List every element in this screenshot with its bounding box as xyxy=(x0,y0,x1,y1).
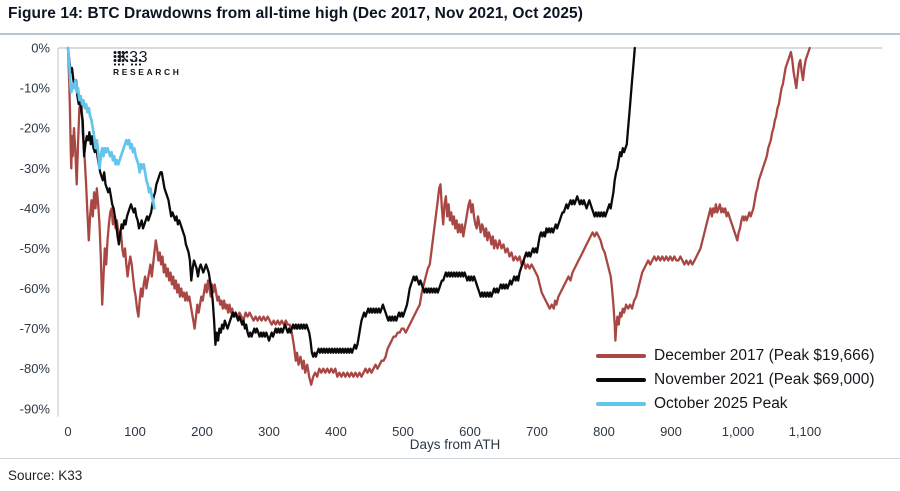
k33-research-logo: K33 RESEARCH xyxy=(113,50,182,78)
legend-label: November 2021 (Peak $69,000) xyxy=(654,371,875,388)
drawdown-chart: 0% -10% -20% -30% -40% -50% -60% -70% -80% -90% 0 1… xyxy=(0,35,900,458)
y-tick-label: 0% xyxy=(31,41,50,56)
x-tick-label: 200 xyxy=(191,424,213,439)
figure-title: Figure 14: BTC Drawdowns from all-time h… xyxy=(8,5,584,22)
y-tick-label: -40% xyxy=(20,201,51,216)
legend-item-dec-2017: December 2017 (Peak $19,666) xyxy=(596,344,875,368)
x-tick-label: 1,000 xyxy=(722,424,755,439)
series-line-2 xyxy=(66,46,156,210)
x-tick-label: 600 xyxy=(459,424,481,439)
legend-label: December 2017 (Peak $19,666) xyxy=(654,347,875,364)
y-tick-label: -30% xyxy=(20,161,51,176)
x-tick-label: 400 xyxy=(325,424,347,439)
oct-2025-line-swatch xyxy=(596,402,646,406)
x-tick-label: 800 xyxy=(593,424,615,439)
dec-2017-line-swatch xyxy=(596,354,646,358)
x-tick-label: 700 xyxy=(526,424,548,439)
x-tick-label: 100 xyxy=(124,424,146,439)
chart-legend: December 2017 (Peak $19,666) November 20… xyxy=(596,344,875,416)
y-tick-label: -50% xyxy=(20,241,51,256)
chart-plot-svg: 0% -10% -20% -30% -40% -50% -60% -70% -80% -90% 0 1… xyxy=(20,41,882,439)
k33-logo-subtitle: RESEARCH xyxy=(113,67,182,77)
y-tick-label: -80% xyxy=(20,361,51,376)
y-tick-label: -60% xyxy=(20,281,51,296)
x-tick-label: 900 xyxy=(660,424,682,439)
legend-item-nov-2021: November 2021 (Peak $69,000) xyxy=(596,368,875,392)
y-tick-label: -20% xyxy=(20,121,51,136)
x-tick-label: 0 xyxy=(64,424,71,439)
y-tick-label: -70% xyxy=(20,321,51,336)
nov-2021-line-swatch xyxy=(596,378,646,382)
x-axis-title: Days from ATH xyxy=(409,437,501,452)
figure-header: Figure 14: BTC Drawdowns from all-time h… xyxy=(0,0,900,35)
source-label: Source: K33 xyxy=(8,468,83,483)
y-tick-label: -90% xyxy=(20,401,51,416)
figure-footer: Source: K33 xyxy=(0,458,900,491)
series-line-1 xyxy=(66,46,636,358)
y-tick-label: -10% xyxy=(20,81,51,96)
x-tick-label: 500 xyxy=(392,424,414,439)
series-line-0 xyxy=(66,46,811,386)
x-tick-label: 300 xyxy=(258,424,280,439)
legend-item-oct-2025: October 2025 Peak xyxy=(596,392,875,416)
legend-label: October 2025 Peak xyxy=(654,395,788,412)
x-tick-label: 1,100 xyxy=(789,424,822,439)
